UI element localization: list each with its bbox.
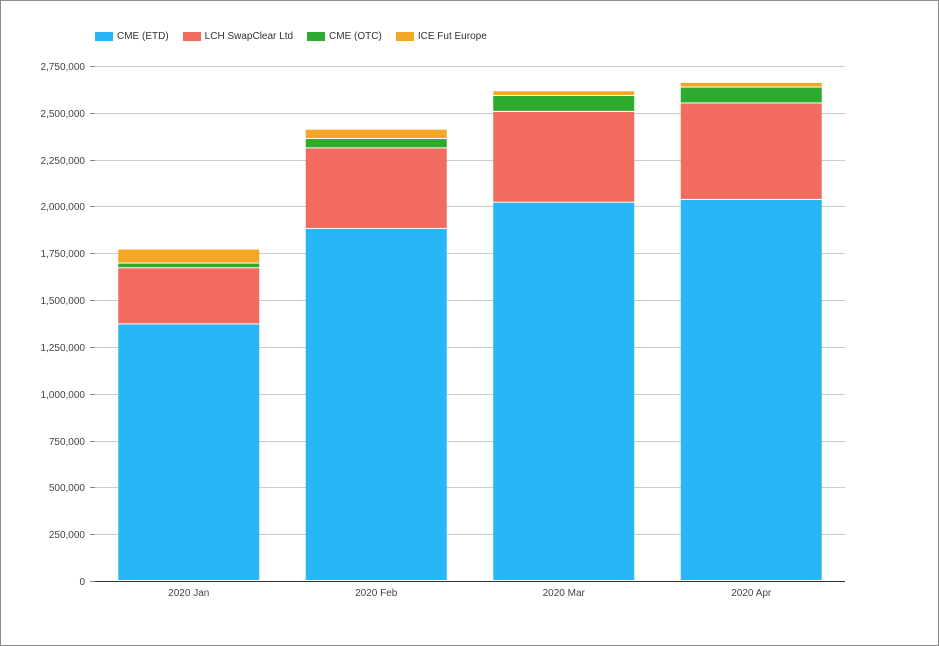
legend-label-lch-swapclear: LCH SwapClear Ltd — [204, 31, 294, 42]
legend-item-cme-otc[interactable]: CME (OTC) — [307, 31, 382, 42]
x-tick-label: 2020 Jan — [168, 588, 209, 599]
legend-label-ice-fut-europe: ICE Fut Europe — [417, 31, 487, 42]
y-tick-label: 250,000 — [49, 530, 86, 541]
bar-segment-cme-otc[interactable] — [118, 263, 260, 268]
y-tick-label: 2,500,000 — [41, 109, 86, 120]
y-tick-label: 0 — [79, 577, 85, 588]
y-tick-label: 1,250,000 — [41, 343, 86, 354]
x-tick-label: 2020 Feb — [355, 588, 398, 599]
bar-segment-cme-otc[interactable] — [493, 95, 635, 111]
bar-segment-cme-otc[interactable] — [680, 87, 822, 103]
bar-segment-lch-swapclear-ltd[interactable] — [493, 111, 635, 202]
legend-swatch-cme-otc — [307, 32, 326, 41]
legend-swatch-ice-fut-europe — [395, 32, 414, 41]
bar-segment-ice-fut-europe[interactable] — [680, 82, 822, 87]
x-tick-label: 2020 Mar — [543, 588, 586, 599]
x-tick-label: 2020 Apr — [731, 588, 772, 599]
y-tick-label: 1,500,000 — [41, 296, 86, 307]
legend-label-cme-etd: CME (ETD) — [117, 31, 169, 42]
legend-item-ice-fut-europe[interactable]: ICE Fut Europe — [395, 31, 487, 42]
y-tick-label: 2,250,000 — [41, 156, 86, 167]
bar-segment-cme-otc[interactable] — [305, 139, 447, 148]
y-tick-label: 2,750,000 — [41, 62, 86, 73]
legend-item-lch-swapclear[interactable]: LCH SwapClear Ltd — [182, 31, 294, 42]
bar-segment-cme-etd[interactable] — [680, 199, 822, 580]
legend-item-cme-etd[interactable]: CME (ETD) — [95, 31, 169, 42]
legend-swatch-cme-etd — [95, 32, 113, 41]
legend-label-cme-otc: CME (OTC) — [329, 31, 382, 42]
bar-segment-lch-swapclear-ltd[interactable] — [305, 148, 447, 228]
y-tick-label: 2,000,000 — [41, 202, 86, 213]
bar-segment-lch-swapclear-ltd[interactable] — [680, 103, 822, 199]
bar-segment-ice-fut-europe[interactable] — [305, 129, 447, 139]
bar-segment-cme-etd[interactable] — [305, 228, 447, 580]
legend-swatch-lch-swapclear — [182, 32, 201, 41]
legend: CME (ETD) LCH SwapClear Ltd CME (OTC) IC… — [95, 31, 501, 42]
bar-segment-cme-etd[interactable] — [118, 324, 260, 580]
y-tick-label: 750,000 — [49, 437, 86, 448]
bar-segment-cme-etd[interactable] — [493, 202, 635, 580]
bar-segment-lch-swapclear-ltd[interactable] — [118, 268, 260, 324]
bar-segment-ice-fut-europe[interactable] — [118, 249, 260, 263]
y-tick-label: 1,750,000 — [41, 249, 86, 260]
y-tick-label: 500,000 — [49, 483, 86, 494]
bar-segment-ice-fut-europe[interactable] — [493, 91, 635, 95]
y-tick-label: 1,000,000 — [41, 390, 86, 401]
